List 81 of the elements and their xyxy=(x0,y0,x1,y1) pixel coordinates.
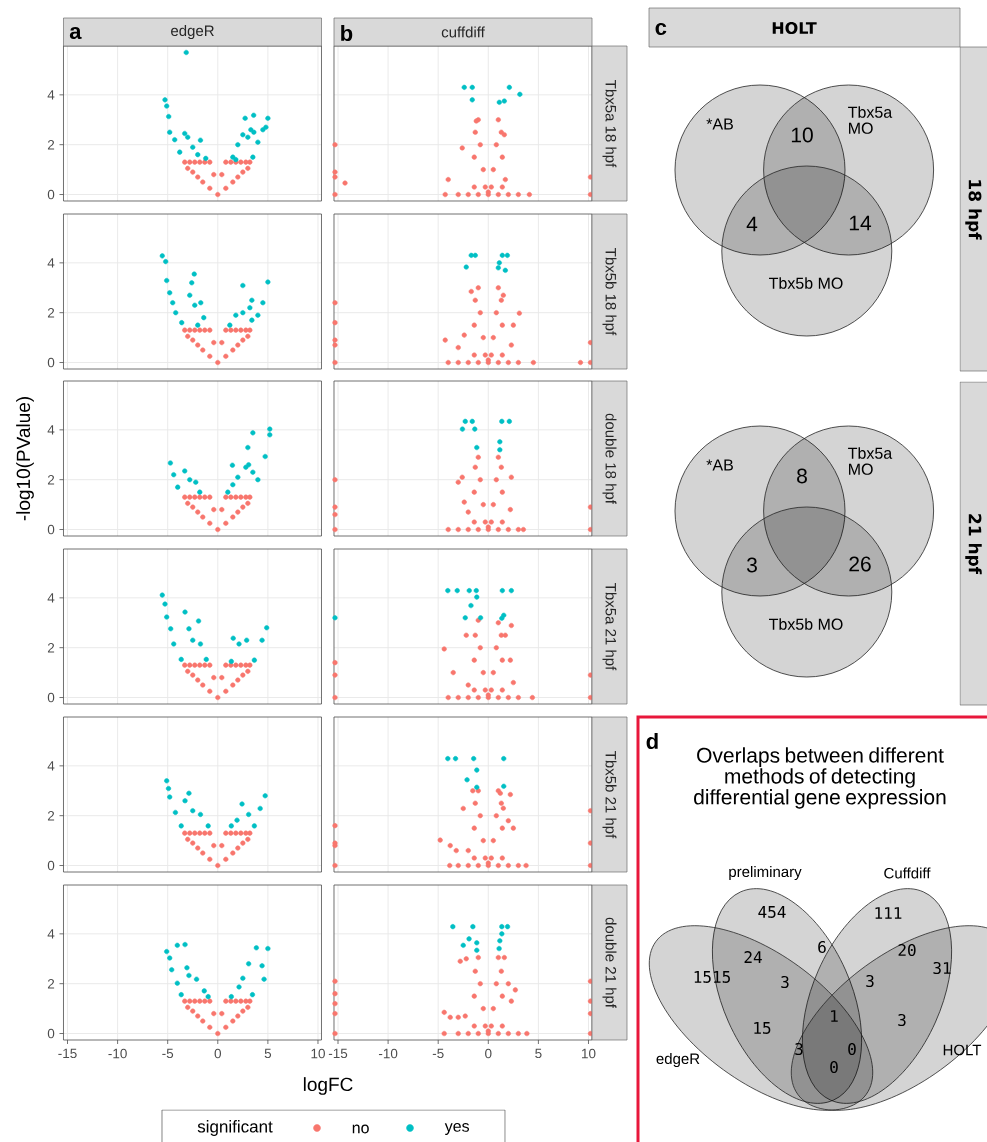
y-tick-label: 4 xyxy=(47,929,55,939)
x-tick-label: -10 xyxy=(108,1048,127,1059)
chart-title: cuffdiff xyxy=(441,26,485,38)
text: 8 xyxy=(797,468,807,484)
text: 14 xyxy=(849,215,872,231)
y2-axis-title: Tbx5a 18 hpf xyxy=(602,80,617,168)
x-tick-label: -5 xyxy=(162,1048,174,1059)
category-label: Tbx5b MO xyxy=(769,618,843,630)
category-label: Tbx5a MO xyxy=(848,106,893,134)
y-tick-label: 0 xyxy=(47,524,55,535)
text: 31 xyxy=(933,961,951,975)
x-tick-label: -15 xyxy=(328,1048,348,1059)
y2-axis-title: Tbx5b 18 hpf xyxy=(602,248,617,336)
text: 6 xyxy=(818,940,826,954)
x-tick-label: -10 xyxy=(378,1048,398,1059)
legend-title: significant xyxy=(197,1120,273,1136)
text: 26 xyxy=(849,556,871,572)
text: b xyxy=(341,24,353,42)
y-tick-label: 4 xyxy=(47,593,55,603)
category-label: HOLT xyxy=(943,1044,982,1056)
y2-axis-title: double 21 hpf xyxy=(602,917,617,1008)
category-label: *AB xyxy=(706,118,733,130)
x-tick-label: 5 xyxy=(535,1048,542,1059)
y2-axis-title: Tbx5a 21 hpf xyxy=(602,583,617,671)
y-tick-label: 2 xyxy=(47,474,55,485)
text: 3 xyxy=(795,1042,803,1056)
text: 18 hpf xyxy=(965,180,982,240)
text: 15 xyxy=(754,1022,771,1034)
text: 1 xyxy=(831,1010,838,1022)
text: Overlaps between different methods of detecting differential gene expression xyxy=(694,747,946,809)
text: 111 xyxy=(875,907,902,919)
text: 454 xyxy=(758,906,786,918)
y-tick-label: 2 xyxy=(47,978,55,989)
y-tick-label: 2 xyxy=(47,642,55,653)
text: 3 xyxy=(746,557,757,573)
category-label: edgeR xyxy=(656,1053,700,1067)
category-label: *AB xyxy=(706,459,733,471)
x-tick-label: 10 xyxy=(311,1048,325,1059)
category-label: Cuffdiff xyxy=(884,867,931,879)
text: 3 xyxy=(866,974,874,988)
x-axis-title: logFC xyxy=(303,1077,353,1095)
text: 3 xyxy=(898,1013,906,1027)
y-tick-label: 4 xyxy=(47,425,55,435)
category-label: preliminary xyxy=(729,866,802,880)
text: 10 xyxy=(791,127,813,143)
text: d xyxy=(646,732,658,750)
y-tick-label: 2 xyxy=(47,810,55,821)
legend-label: yes xyxy=(444,1123,470,1135)
y-tick-label: 4 xyxy=(47,90,55,100)
y-tick-label: 2 xyxy=(47,139,55,150)
y2-axis-title: double 18 hpf xyxy=(602,413,617,504)
x-tick-label: 0 xyxy=(485,1048,492,1059)
y-axis-title: -log10(PValue) xyxy=(16,397,34,521)
x-tick-label: 10 xyxy=(582,1048,596,1059)
x-tick-label: 5 xyxy=(264,1048,272,1059)
text: 21 hpf xyxy=(965,514,982,575)
text: a xyxy=(69,26,82,40)
x-tick-label: 0 xyxy=(214,1048,222,1059)
x-tick-label: -15 xyxy=(58,1048,77,1059)
category-label: Tbx5b MO xyxy=(769,277,843,289)
y-tick-label: 4 xyxy=(47,258,55,268)
text: HOLT xyxy=(772,21,817,35)
y-tick-label: 0 xyxy=(47,860,55,871)
x-tick-label: -5 xyxy=(432,1048,444,1059)
y-tick-label: 0 xyxy=(47,692,55,703)
text: 0 xyxy=(830,1060,838,1074)
y-tick-label: 0 xyxy=(47,1028,55,1039)
text: 20 xyxy=(898,943,916,957)
text: c xyxy=(655,22,667,36)
category-label: Tbx5a MO xyxy=(848,447,893,475)
legend-label: no xyxy=(352,1124,369,1134)
y-tick-label: 2 xyxy=(47,307,55,318)
y2-axis-title: Tbx5b 21 hpf xyxy=(602,751,617,839)
y-tick-label: 0 xyxy=(47,189,55,200)
chart-title: edgeR xyxy=(171,25,214,39)
text: 24 xyxy=(744,951,762,963)
text: 4 xyxy=(746,216,758,232)
text: 3 xyxy=(781,975,789,989)
y-tick-label: 0 xyxy=(47,357,55,368)
y-tick-label: 4 xyxy=(47,761,55,771)
text: 1515 xyxy=(694,971,730,983)
